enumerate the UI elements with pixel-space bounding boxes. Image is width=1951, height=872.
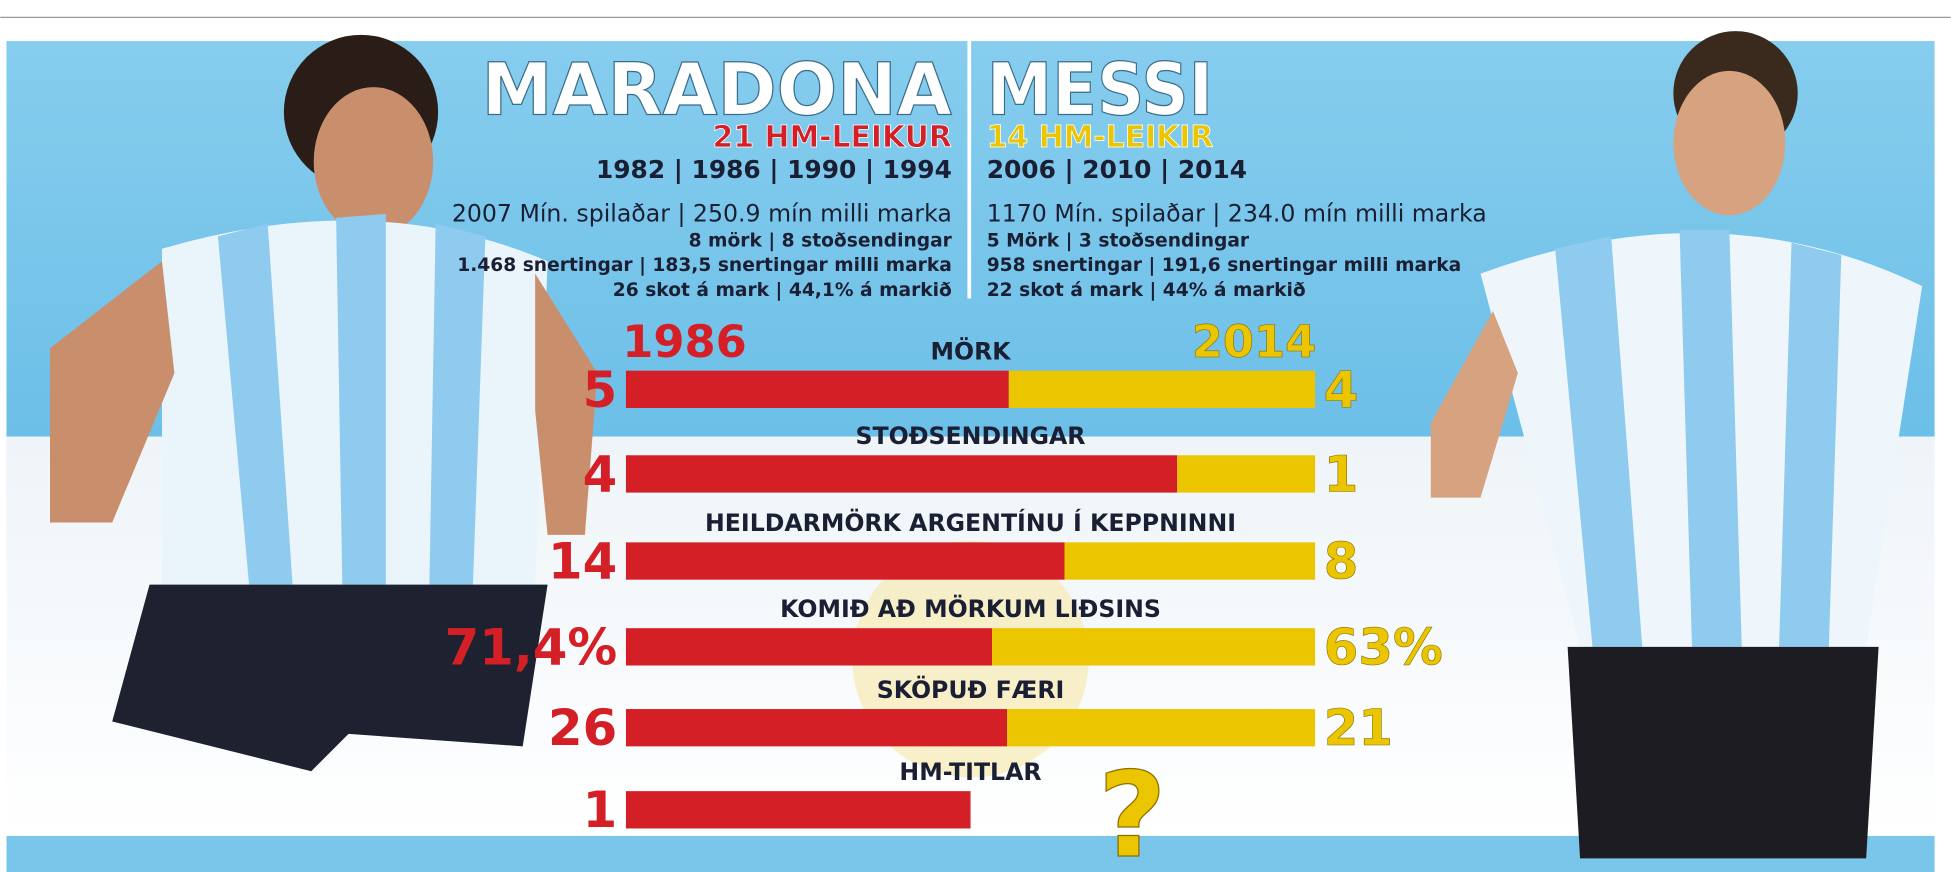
- infographic: MARADONA21 HM-LEIKUR1982 | 1986 | 1990 |…: [0, 0, 1951, 872]
- bar-segment: [1177, 455, 1315, 492]
- value-label: ?: [1098, 746, 1167, 872]
- value-label: 4: [583, 445, 618, 503]
- player-stat: 22 skot á mark | 44% á markið: [987, 280, 1306, 301]
- player-games: 21 HM-LEIKUR: [713, 120, 952, 155]
- player-stat: 2007 Mín. spilaðar | 250.9 mín milli mar…: [452, 199, 952, 227]
- bar-segment: [626, 791, 971, 828]
- bar-segment: [626, 455, 1177, 492]
- value-label: 14: [548, 532, 617, 590]
- player-stat: 26 skot á mark | 44,1% á markið: [613, 280, 952, 301]
- legend-label: 2014: [1192, 315, 1317, 368]
- category-label: KOMIÐ AÐ MÖRKUM LIÐSINS: [780, 595, 1161, 623]
- legend-label: 1986: [622, 315, 747, 368]
- value-label: 1: [1324, 445, 1359, 503]
- value-label: 21: [1324, 699, 1393, 757]
- bar-segment: [1009, 371, 1315, 408]
- value-label: 4: [1324, 361, 1359, 419]
- category-label: HEILDARMÖRK ARGENTÍNU Í KEPPNINNI: [705, 509, 1236, 537]
- value-label: 5: [583, 361, 618, 419]
- player-stat: 5 Mörk | 3 stoðsendingar: [987, 230, 1250, 251]
- bar-segment: [1064, 542, 1315, 579]
- value-label: 71,4%: [445, 618, 618, 676]
- player-stat: 1170 Mín. spilaðar | 234.0 mín milli mar…: [987, 199, 1487, 227]
- category-label: SKÖPUÐ FÆRI: [877, 676, 1065, 704]
- bar-segment: [626, 709, 1007, 746]
- value-label: 8: [1324, 532, 1359, 590]
- category-label: STOÐSENDINGAR: [856, 422, 1086, 450]
- bar-segment: [626, 542, 1065, 579]
- category-label: HM-TITLAR: [899, 758, 1041, 786]
- bar-segment: [992, 628, 1315, 665]
- bar-segment: [626, 371, 1009, 408]
- player-stat: 1.468 snertingar | 183,5 snertingar mill…: [457, 255, 952, 276]
- player-games: 14 HM-LEIKIR: [987, 120, 1214, 155]
- player-stat: 958 snertingar | 191,6 snertingar milli …: [987, 255, 1462, 276]
- player-years: 2006 | 2010 | 2014: [987, 155, 1247, 184]
- category-label: MÖRK: [930, 337, 1012, 365]
- value-label: 26: [548, 699, 617, 757]
- value-label: 63%: [1324, 618, 1443, 676]
- value-label: 1: [583, 781, 618, 839]
- bar-segment: [626, 628, 992, 665]
- player-years: 1982 | 1986 | 1990 | 1994: [596, 155, 952, 184]
- bar-segment: [1007, 709, 1315, 746]
- player-stat: 8 mörk | 8 stoðsendingar: [689, 230, 953, 251]
